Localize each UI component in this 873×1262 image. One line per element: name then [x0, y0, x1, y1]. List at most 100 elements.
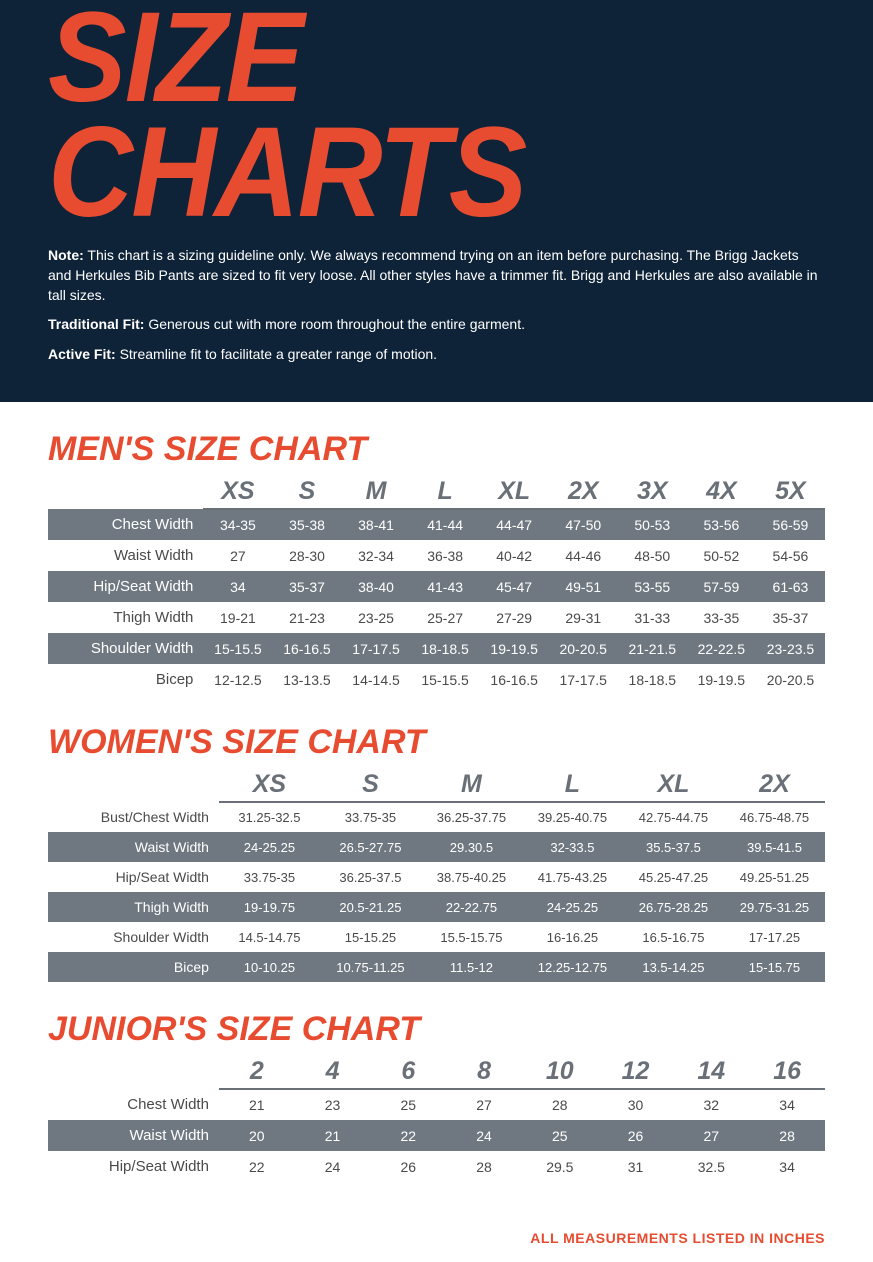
cell-value: 20 [219, 1120, 295, 1151]
cell-value: 28-30 [272, 540, 341, 571]
cell-value: 25-27 [411, 602, 480, 633]
cell-value: 16.5-16.75 [623, 922, 724, 952]
cell-value: 53-56 [687, 509, 756, 540]
row-label: Waist Width [48, 540, 203, 571]
col-header: 4X [687, 473, 756, 509]
cell-value: 33.75-35 [219, 862, 320, 892]
cell-value: 19-19.5 [687, 664, 756, 695]
table-row: Bicep12-12.513-13.514-14.515-15.516-16.5… [48, 664, 825, 695]
cell-value: 17-17.25 [724, 922, 825, 952]
juniors-section: JUNIOR'S SIZE CHART 246810121416Chest Wi… [48, 1010, 825, 1182]
cell-value: 16-16.5 [272, 633, 341, 664]
cell-value: 61-63 [756, 571, 825, 602]
cell-value: 27 [203, 540, 272, 571]
col-header: 5X [756, 473, 825, 509]
cell-value: 35.5-37.5 [623, 832, 724, 862]
cell-value: 29.75-31.25 [724, 892, 825, 922]
row-label: Hip/Seat Width [48, 1151, 219, 1182]
col-header: 16 [749, 1053, 825, 1089]
cell-value: 49-51 [549, 571, 618, 602]
col-header: 2 [219, 1053, 295, 1089]
cell-value: 34 [203, 571, 272, 602]
footer-note: ALL MEASUREMENTS LISTED IN INCHES [0, 1230, 873, 1262]
cell-value: 41.75-43.25 [522, 862, 623, 892]
row-label: Bicep [48, 952, 219, 982]
cell-value: 36.25-37.75 [421, 802, 522, 832]
note-text: This chart is a sizing guideline only. W… [48, 247, 818, 302]
cell-value: 45-47 [480, 571, 549, 602]
cell-value: 38.75-40.25 [421, 862, 522, 892]
cell-value: 31 [598, 1151, 674, 1182]
col-header: L [522, 766, 623, 802]
table-row: Waist Width24-25.2526.5-27.7529.30.532-3… [48, 832, 825, 862]
col-header: 12 [598, 1053, 674, 1089]
header-panel: SIZE CHARTS Note: This chart is a sizing… [0, 0, 873, 402]
cell-value: 38-40 [342, 571, 411, 602]
cell-value: 17-17.5 [549, 664, 618, 695]
col-header-blank [48, 1053, 219, 1089]
cell-value: 25 [370, 1089, 446, 1120]
womens-title: WOMEN'S SIZE CHART [48, 723, 825, 762]
cell-value: 34 [749, 1089, 825, 1120]
content-area: MEN'S SIZE CHART XSSMLXL2X3X4X5XChest Wi… [0, 402, 873, 1230]
cell-value: 27 [673, 1120, 749, 1151]
cell-value: 11.5-12 [421, 952, 522, 982]
cell-value: 23-23.5 [756, 633, 825, 664]
cell-value: 18-18.5 [618, 664, 687, 695]
row-label: Chest Width [48, 509, 203, 540]
active-fit-block: Active Fit: Streamline fit to facilitate… [48, 345, 825, 365]
col-header: XS [219, 766, 320, 802]
cell-value: 48-50 [618, 540, 687, 571]
col-header: 14 [673, 1053, 749, 1089]
cell-value: 14-14.5 [342, 664, 411, 695]
cell-value: 21-23 [272, 602, 341, 633]
table-row: Chest Width2123252728303234 [48, 1089, 825, 1120]
cell-value: 33.75-35 [320, 802, 421, 832]
col-header: S [320, 766, 421, 802]
cell-value: 24-25.25 [219, 832, 320, 862]
cell-value: 13.5-14.25 [623, 952, 724, 982]
row-label: Chest Width [48, 1089, 219, 1120]
cell-value: 54-56 [756, 540, 825, 571]
row-label: Waist Width [48, 832, 219, 862]
cell-value: 16-16.25 [522, 922, 623, 952]
cell-value: 42.75-44.75 [623, 802, 724, 832]
cell-value: 20.5-21.25 [320, 892, 421, 922]
cell-value: 25 [522, 1120, 598, 1151]
row-label: Bicep [48, 664, 203, 695]
cell-value: 50-52 [687, 540, 756, 571]
cell-value: 28 [446, 1151, 522, 1182]
cell-value: 22 [219, 1151, 295, 1182]
row-label: Hip/Seat Width [48, 862, 219, 892]
cell-value: 33-35 [687, 602, 756, 633]
note-block: Note: This chart is a sizing guideline o… [48, 246, 825, 305]
cell-value: 53-55 [618, 571, 687, 602]
page-title: SIZE CHARTS [48, 0, 763, 230]
juniors-table: 246810121416Chest Width2123252728303234W… [48, 1053, 825, 1182]
cell-value: 27 [446, 1089, 522, 1120]
cell-value: 22-22.5 [687, 633, 756, 664]
cell-value: 46.75-48.75 [724, 802, 825, 832]
active-fit-text: Streamline fit to facilitate a greater r… [120, 346, 438, 362]
cell-value: 21 [219, 1089, 295, 1120]
table-row: Chest Width34-3535-3838-4141-4444-4747-5… [48, 509, 825, 540]
cell-value: 22-22.75 [421, 892, 522, 922]
cell-value: 12.25-12.75 [522, 952, 623, 982]
cell-value: 41-44 [411, 509, 480, 540]
col-header: XL [623, 766, 724, 802]
cell-value: 39.25-40.75 [522, 802, 623, 832]
table-row: Bicep10-10.2510.75-11.2511.5-1212.25-12.… [48, 952, 825, 982]
cell-value: 50-53 [618, 509, 687, 540]
col-header: 2X [724, 766, 825, 802]
womens-table: XSSMLXL2XBust/Chest Width31.25-32.533.75… [48, 766, 825, 982]
row-label: Waist Width [48, 1120, 219, 1151]
table-row: Shoulder Width14.5-14.7515-15.2515.5-15.… [48, 922, 825, 952]
cell-value: 13-13.5 [272, 664, 341, 695]
cell-value: 38-41 [342, 509, 411, 540]
cell-value: 23 [295, 1089, 371, 1120]
row-label: Shoulder Width [48, 922, 219, 952]
cell-value: 39.5-41.5 [724, 832, 825, 862]
table-row: Thigh Width19-19.7520.5-21.2522-22.7524-… [48, 892, 825, 922]
cell-value: 29.5 [522, 1151, 598, 1182]
cell-value: 36-38 [411, 540, 480, 571]
